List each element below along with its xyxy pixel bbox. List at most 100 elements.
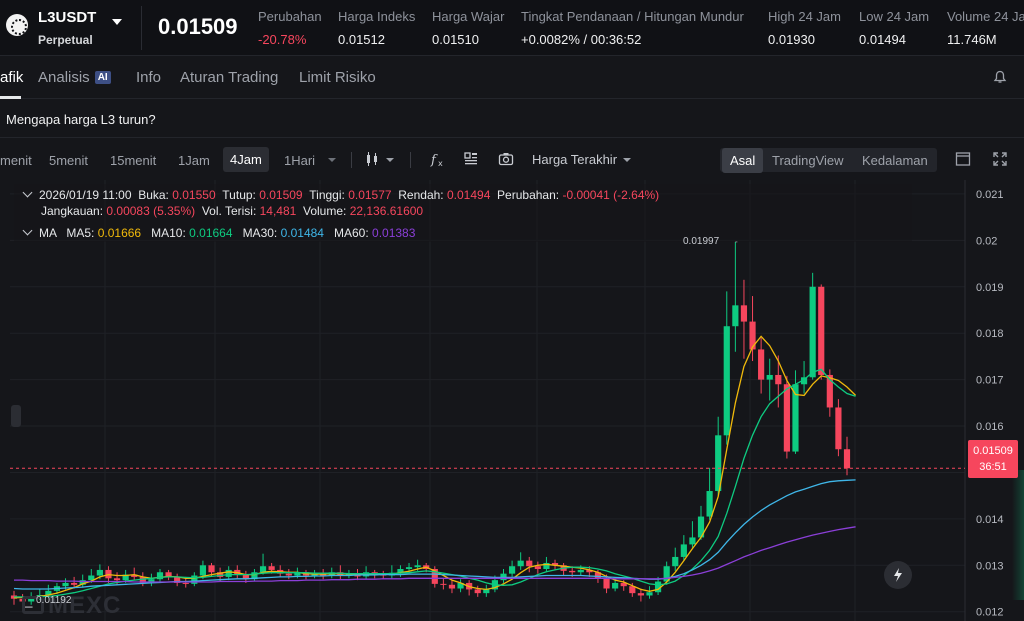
contract-type: Perpetual bbox=[38, 33, 93, 47]
tab-risk-limit[interactable]: Limit Risiko bbox=[299, 69, 376, 86]
min-price-marker: 0.01192 bbox=[36, 595, 72, 606]
ai-question-link[interactable]: Mengapa harga L3 turun? bbox=[6, 112, 156, 127]
stat-value: 0.01494 bbox=[859, 32, 906, 47]
candlestick-chart[interactable]: 0.0210.020.0190.0180.0170.0160.0150.0140… bbox=[0, 180, 1024, 621]
candle-body bbox=[191, 575, 198, 584]
legend-vol-filled-label: Vol. Terisi: bbox=[201, 204, 257, 218]
more-timeframes-icon[interactable] bbox=[327, 156, 337, 164]
tab-analysis-label: Analisis bbox=[38, 69, 90, 86]
y-axis-tick-label: 0.013 bbox=[976, 560, 1004, 572]
candle-body bbox=[405, 567, 413, 570]
timeframe-5min[interactable]: 5menit bbox=[49, 153, 89, 168]
window-icon[interactable] bbox=[955, 151, 971, 167]
timeframe-4h[interactable]: 4Jam bbox=[223, 147, 269, 172]
candle-body bbox=[440, 583, 447, 585]
candle-body bbox=[174, 576, 181, 583]
chevron-down-icon[interactable] bbox=[22, 225, 33, 236]
candle-body bbox=[285, 573, 292, 576]
symbol-dropdown-icon[interactable] bbox=[112, 19, 122, 25]
stat-high-24h: High 24 Jam 0.01930 bbox=[768, 9, 841, 47]
candle-body bbox=[569, 570, 576, 573]
view-depth[interactable]: Kedalaman bbox=[862, 153, 928, 168]
divider bbox=[351, 152, 352, 168]
depth-shade bbox=[1012, 470, 1024, 600]
legend-close: 0.01509 bbox=[259, 188, 303, 202]
candle-body bbox=[139, 576, 146, 583]
timeframe-1d[interactable]: 1Hari bbox=[284, 153, 316, 168]
current-price-value: 0.01509 bbox=[973, 445, 1013, 457]
candle-body bbox=[758, 349, 765, 380]
candle-body bbox=[749, 321, 756, 350]
legend-low-label: Rendah: bbox=[398, 188, 444, 202]
side-collapse-button[interactable] bbox=[11, 405, 21, 427]
legend-change: -0.00041 (-2.64%) bbox=[562, 188, 660, 202]
chevron-down-icon[interactable] bbox=[22, 187, 33, 198]
stat-value: 0.01930 bbox=[768, 32, 815, 47]
stat-change: Perubahan -20.78% bbox=[258, 9, 322, 47]
y-axis-tick-label: 0.019 bbox=[976, 282, 1004, 294]
candle-body bbox=[629, 586, 636, 594]
chevron-down-icon[interactable] bbox=[622, 156, 632, 164]
candle-body bbox=[577, 569, 584, 573]
stat-value: 0.01510 bbox=[432, 32, 479, 47]
y-axis-tick-label: 0.017 bbox=[976, 375, 1004, 387]
y-axis-tick-label: 0.014 bbox=[976, 514, 1004, 526]
tab-trading-rules[interactable]: Aturan Trading bbox=[180, 69, 279, 86]
candle-body bbox=[517, 560, 524, 567]
candle-body bbox=[397, 569, 404, 573]
candle-body bbox=[715, 435, 722, 492]
tab-info[interactable]: Info bbox=[136, 69, 162, 86]
price-type-dropdown[interactable]: Harga Terakhir bbox=[532, 152, 618, 167]
legend-open-label: Buka: bbox=[138, 188, 169, 202]
countdown-value: 36:51 bbox=[979, 461, 1007, 473]
candle-body bbox=[156, 572, 164, 580]
legend-change-label: Perubahan: bbox=[497, 188, 560, 202]
candle-body bbox=[251, 572, 258, 580]
ma5-label: MA5: bbox=[66, 226, 95, 240]
candle-body bbox=[217, 572, 224, 577]
ai-badge: AI bbox=[94, 71, 111, 84]
lightning-icon bbox=[894, 568, 902, 582]
candle-body bbox=[612, 582, 619, 589]
tab-analysis[interactable]: Analisis AI bbox=[38, 69, 111, 86]
candle-body bbox=[96, 569, 103, 576]
max-price-marker: 0.01997 bbox=[683, 236, 720, 247]
candle-body bbox=[474, 589, 481, 594]
quick-trade-button[interactable] bbox=[884, 561, 912, 589]
legend-background bbox=[14, 184, 912, 242]
camera-icon[interactable] bbox=[498, 151, 514, 167]
candle-body bbox=[431, 569, 438, 584]
timeframe-minute[interactable]: menit bbox=[0, 153, 32, 168]
tab-chart[interactable]: afik bbox=[0, 69, 24, 86]
divider bbox=[410, 152, 411, 168]
stat-label: Tingkat Pendanaan / Hitungan Mundur bbox=[521, 9, 744, 24]
timeframe-15min[interactable]: 15menit bbox=[110, 153, 157, 168]
candle-type-icon[interactable] bbox=[364, 151, 380, 167]
candle-body bbox=[113, 578, 121, 581]
ma-line-ma60 bbox=[14, 526, 856, 583]
stat-label: High 24 Jam bbox=[768, 9, 841, 24]
chevron-down-icon[interactable] bbox=[385, 156, 395, 164]
candle-body bbox=[508, 566, 516, 574]
bell-icon[interactable] bbox=[993, 70, 1007, 84]
stat-value: +0.0082% / 00:36:52 bbox=[521, 32, 642, 47]
svg-text:x: x bbox=[438, 159, 443, 167]
symbol-name[interactable]: L3USDT bbox=[38, 9, 97, 26]
stat-volume-24h: Volume 24 Jam 11.746M bbox=[947, 9, 1024, 47]
fullscreen-icon[interactable] bbox=[992, 151, 1008, 167]
candle-body bbox=[740, 305, 748, 322]
timeframe-1h[interactable]: 1Jam bbox=[178, 153, 210, 168]
candle-body bbox=[225, 569, 232, 577]
view-original[interactable]: Asal bbox=[722, 148, 764, 173]
candle-body bbox=[689, 537, 696, 545]
view-tradingview[interactable]: TradingView bbox=[772, 153, 844, 168]
candle-body bbox=[182, 582, 189, 584]
candle-body bbox=[706, 491, 713, 517]
candle-body bbox=[259, 566, 267, 573]
candle-body bbox=[71, 582, 78, 585]
chart-layout-icon[interactable] bbox=[463, 151, 479, 167]
candle-body bbox=[654, 581, 662, 593]
candle-body bbox=[122, 574, 129, 581]
indicator-fx-icon[interactable]: f x bbox=[430, 151, 446, 167]
ma60-value: 0.01383 bbox=[372, 226, 416, 240]
